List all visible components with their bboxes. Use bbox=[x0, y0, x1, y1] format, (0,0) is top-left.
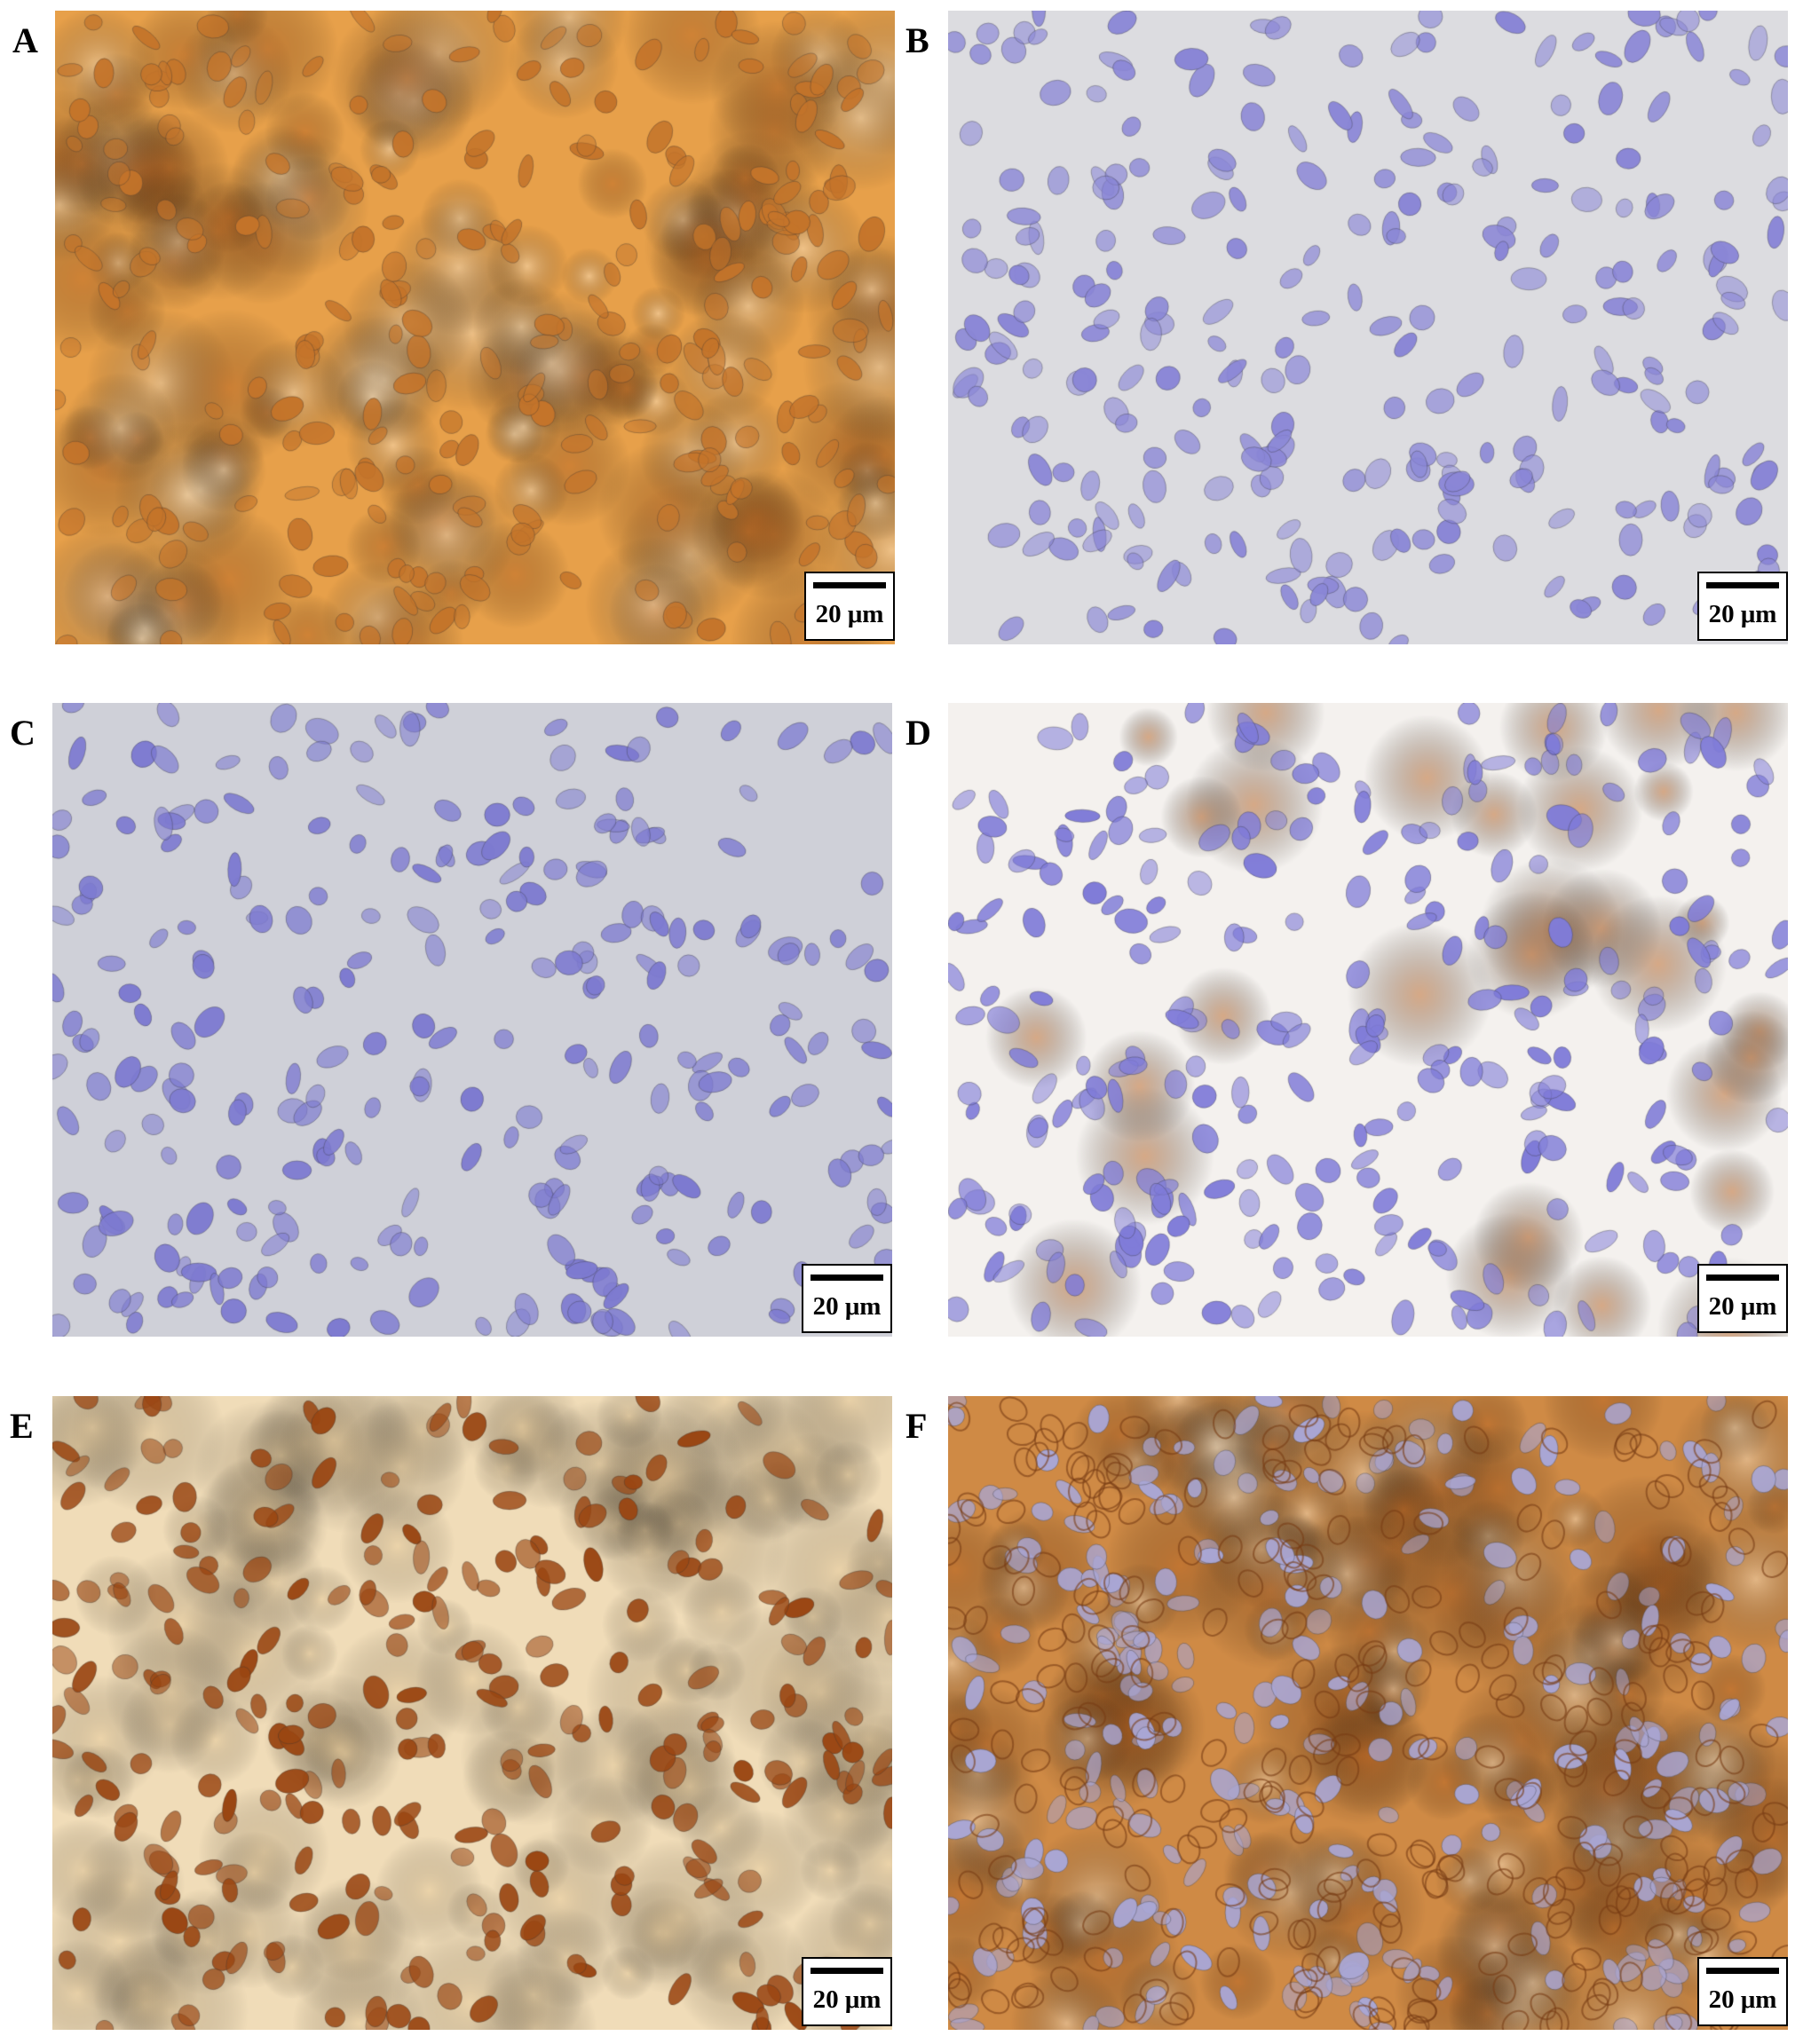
micrograph-panel-e: 20 μm bbox=[52, 1396, 892, 2030]
micrograph-panel-d: 20 μm bbox=[948, 703, 1788, 1337]
scale-bar-label: 20 μm bbox=[1708, 1292, 1777, 1321]
micrograph-image bbox=[948, 11, 1788, 644]
scale-bar: 20 μm bbox=[802, 1957, 892, 2026]
scale-bar-line bbox=[811, 1968, 883, 1974]
micrograph-image bbox=[55, 11, 895, 644]
scale-bar: 20 μm bbox=[1697, 1957, 1788, 2026]
micrograph-image bbox=[52, 1396, 892, 2030]
micrograph-panel-f: 20 μm bbox=[948, 1396, 1788, 2030]
micrograph-panel-c: 20 μm bbox=[52, 703, 892, 1337]
scale-bar-line bbox=[1706, 582, 1779, 588]
micrograph-image bbox=[948, 703, 1788, 1337]
scale-bar: 20 μm bbox=[802, 1264, 892, 1333]
scale-bar: 20 μm bbox=[1697, 1264, 1788, 1333]
panel-label-d: D bbox=[905, 713, 931, 753]
scale-bar-label: 20 μm bbox=[1708, 1985, 1777, 2014]
scale-bar-label: 20 μm bbox=[815, 600, 884, 628]
micrograph-panel-b: 20 μm bbox=[948, 11, 1788, 644]
scale-bar-label: 20 μm bbox=[1708, 600, 1777, 628]
scale-bar-line bbox=[813, 582, 886, 588]
scale-bar-label: 20 μm bbox=[812, 1292, 882, 1321]
scale-bar: 20 μm bbox=[804, 572, 895, 641]
panel-label-b: B bbox=[905, 20, 929, 60]
micrograph-panel-a: 20 μm bbox=[55, 11, 895, 644]
panel-label-a: A bbox=[12, 20, 38, 60]
scale-bar-label: 20 μm bbox=[812, 1985, 882, 2014]
scale-bar-line bbox=[1706, 1968, 1779, 1974]
panel-label-e: E bbox=[10, 1406, 34, 1446]
panel-label-f: F bbox=[905, 1406, 928, 1446]
scale-bar-line bbox=[1706, 1275, 1779, 1281]
micrograph-image bbox=[948, 1396, 1788, 2030]
panel-label-c: C bbox=[10, 713, 36, 753]
micrograph-image bbox=[52, 703, 892, 1337]
scale-bar: 20 μm bbox=[1697, 572, 1788, 641]
scale-bar-line bbox=[811, 1275, 883, 1281]
